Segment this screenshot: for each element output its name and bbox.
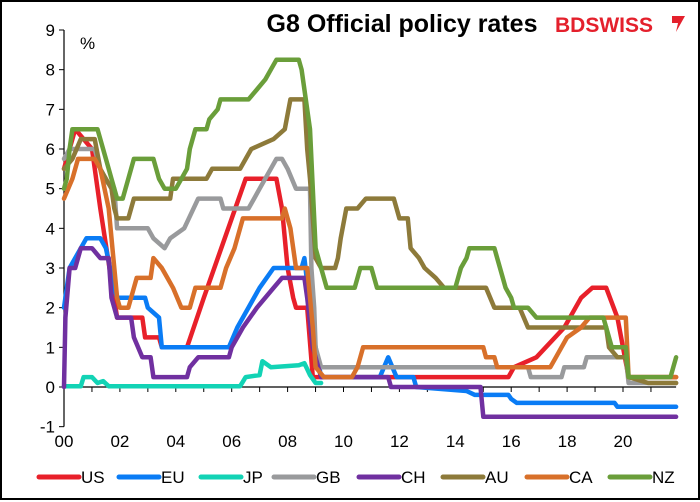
- legend-label: NZ: [652, 468, 675, 487]
- y-tick-label: 1: [46, 338, 55, 357]
- x-tick-label: 12: [390, 432, 409, 451]
- series-line-ch: [61, 245, 679, 420]
- legend-item-jp: JP: [198, 468, 263, 487]
- legend-label: EU: [161, 468, 185, 487]
- series-line-jp: [61, 358, 324, 389]
- x-tick-label: 06: [222, 432, 241, 451]
- x-tick-label: 14: [446, 432, 465, 451]
- legend-item-ch: CH: [356, 468, 426, 487]
- y-tick-label: 8: [46, 61, 55, 80]
- x-tick-label: 02: [110, 432, 129, 451]
- y-tick-label: 6: [46, 140, 55, 159]
- legend-item-au: AU: [440, 468, 509, 487]
- y-tick-label: 5: [46, 180, 55, 199]
- x-tick-label: 18: [558, 432, 577, 451]
- x-tick-label: 16: [502, 432, 521, 451]
- legend-item-nz: NZ: [607, 468, 675, 487]
- legend-item-us: US: [36, 468, 105, 487]
- brand-logo: BDSWISS: [555, 14, 685, 37]
- x-tick-label: 00: [55, 432, 74, 451]
- series-line-ca: [61, 156, 679, 380]
- legend-item-gb: GB: [271, 468, 341, 487]
- legend-label: GB: [316, 468, 341, 487]
- y-tick-label: 2: [46, 299, 55, 318]
- x-tick-label: 20: [614, 432, 633, 451]
- x-tick-label: 08: [278, 432, 297, 451]
- brand-logo-mark-icon: [672, 16, 685, 32]
- series-line-gb: [61, 146, 679, 386]
- y-axis-unit-label: %: [80, 34, 95, 53]
- brand-logo-text: BDSWISS: [555, 14, 653, 37]
- y-tick-label: 9: [46, 21, 55, 40]
- y-tick-label: 3: [46, 259, 55, 278]
- y-tick-label: -1: [40, 418, 55, 437]
- x-tick-label: 04: [166, 432, 185, 451]
- legend-label: CH: [401, 468, 426, 487]
- x-tick-label: 10: [334, 432, 353, 451]
- legend-item-ca: CA: [524, 468, 593, 487]
- y-tick-label: 4: [46, 219, 55, 238]
- legend: US EU JP GB CH AU CA NZ: [36, 468, 675, 487]
- series-line-nz: [61, 57, 679, 380]
- chart-title: G8 Official policy rates: [267, 10, 538, 38]
- legend-label: AU: [485, 468, 509, 487]
- y-tick-label: 0: [46, 378, 55, 397]
- y-tick-label: 7: [46, 100, 55, 119]
- legend-label: CA: [569, 468, 593, 487]
- legend-label: JP: [243, 468, 263, 487]
- legend-label: US: [81, 468, 105, 487]
- legend-item-eu: EU: [116, 468, 185, 487]
- series-lines: [61, 57, 679, 420]
